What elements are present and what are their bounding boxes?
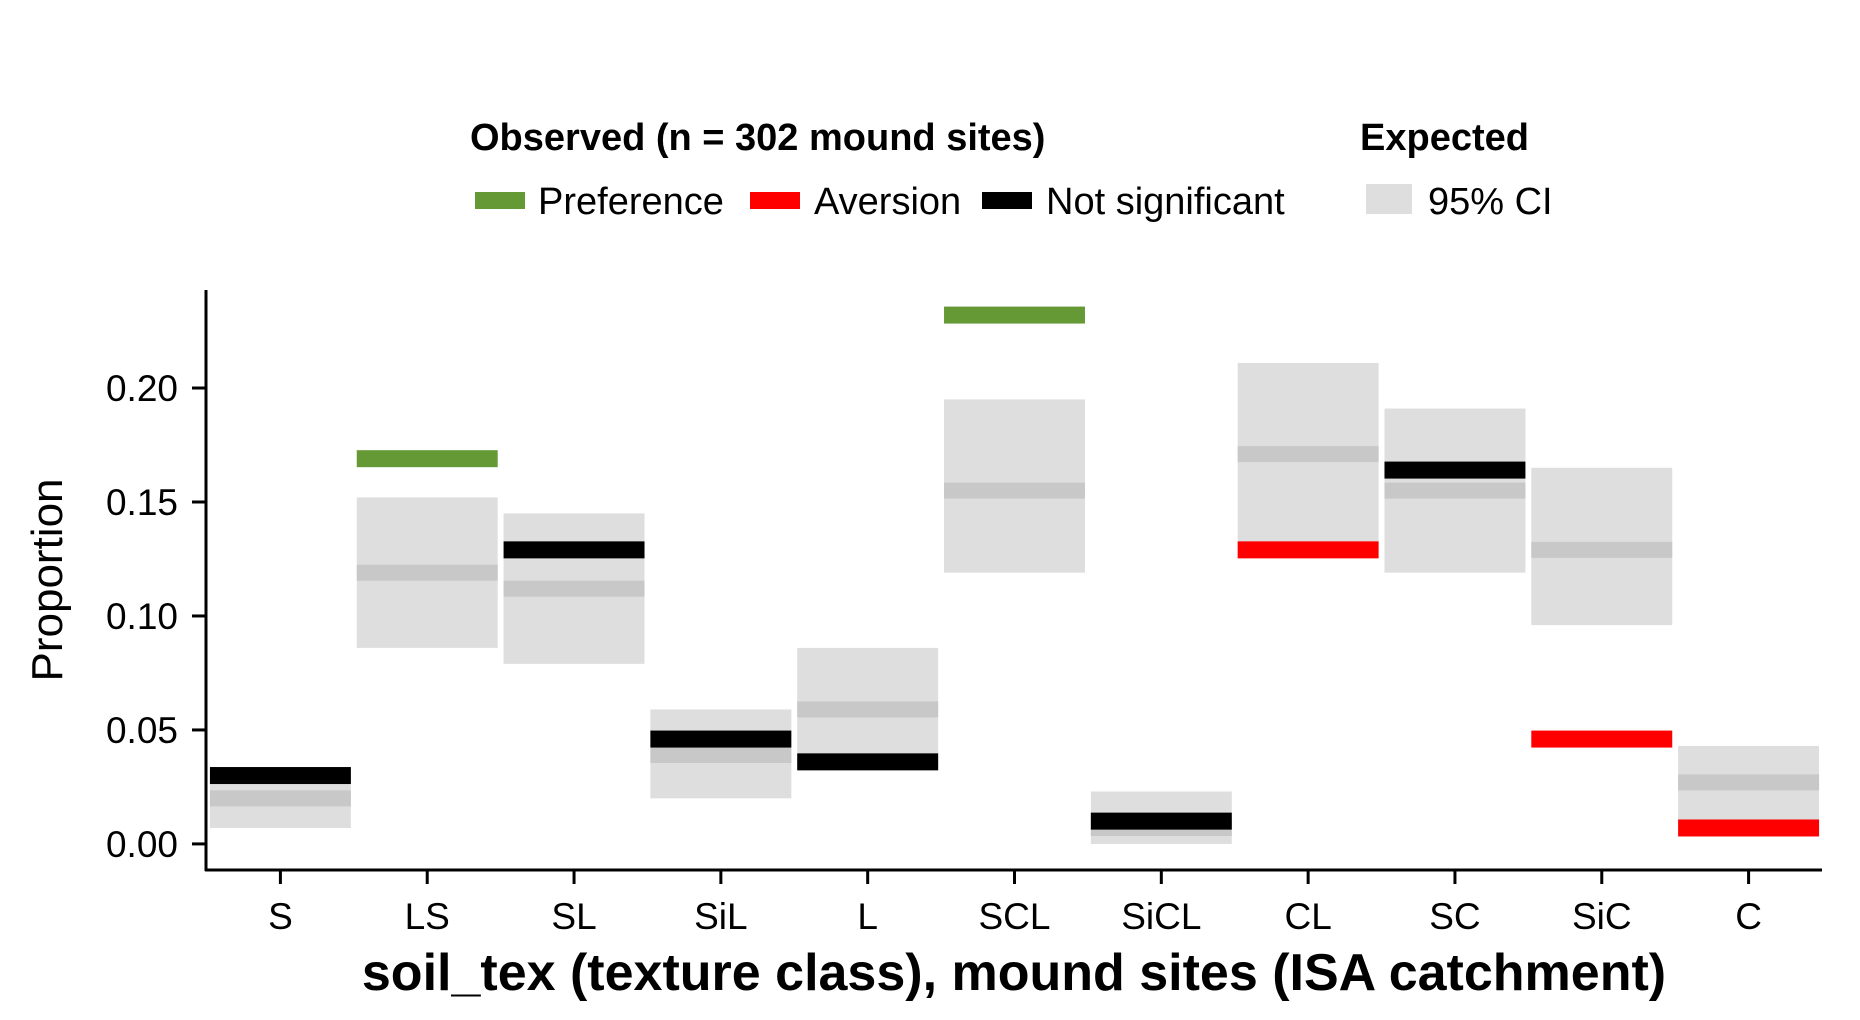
- expected-line-cl: [1237, 446, 1379, 463]
- expected-line-sic: [1531, 541, 1673, 558]
- observed-bar-sic: [1531, 730, 1673, 748]
- legend-label-ci: 95% CI: [1428, 181, 1553, 223]
- x-tick-label-sl: SL: [551, 896, 596, 937]
- x-tick-label-sil: SiL: [694, 896, 747, 937]
- x-tick-label-sc: SC: [1429, 896, 1480, 937]
- observed-bar-c: [1678, 819, 1820, 837]
- legend-expected-title: Expected: [1360, 117, 1529, 159]
- x-ticks: S LS SL SiL L SCL SiCL CL SC SiC C: [268, 870, 1762, 937]
- legend-key-ci: [1366, 184, 1412, 214]
- legend-item-not-significant: Not significant: [982, 181, 1285, 223]
- y-tick-label: 0.05: [106, 710, 178, 751]
- expected-line-sl: [503, 580, 645, 597]
- legend-key-not-significant: [982, 192, 1032, 209]
- legend-observed-title: Observed (n = 302 mound sites): [470, 117, 1045, 159]
- observed-bars: [209, 306, 1820, 837]
- legend-key-aversion: [750, 192, 800, 209]
- x-tick-label-sicl: SiCL: [1121, 896, 1201, 937]
- expected-line-l: [797, 701, 939, 718]
- ci-bands: [209, 362, 1820, 844]
- y-axis-title: Proportion: [23, 478, 72, 681]
- legend-item-aversion: Aversion: [750, 181, 961, 223]
- x-tick-label-l: L: [857, 896, 878, 937]
- legend-label-preference: Preference: [538, 181, 724, 223]
- expected-line-sc: [1384, 482, 1526, 499]
- expected-line-ls: [356, 564, 498, 581]
- observed-bar-cl: [1237, 541, 1379, 559]
- observed-bar-s: [209, 767, 351, 785]
- observed-bar-sicl: [1090, 812, 1232, 830]
- y-tick-label: 0.20: [106, 368, 178, 409]
- x-tick-label-sic: SiC: [1572, 896, 1632, 937]
- x-tick-label-c: C: [1735, 896, 1762, 937]
- observed-bar-ls: [356, 450, 498, 468]
- x-tick-label-cl: CL: [1284, 896, 1331, 937]
- legend-label-not-significant: Not significant: [1046, 181, 1285, 223]
- legend: Observed (n = 302 mound sites) Preferenc…: [470, 117, 1553, 223]
- observed-bar-scl: [944, 306, 1085, 324]
- legend-item-ci: 95% CI: [1366, 181, 1553, 223]
- expected-line-s: [209, 790, 351, 807]
- x-axis-title: soil_tex (texture class), mound sites (I…: [362, 944, 1666, 1002]
- x-tick-label-s: S: [268, 896, 293, 937]
- expected-lines: [209, 446, 1820, 836]
- observed-bar-sil: [650, 730, 792, 748]
- y-tick-label: 0.00: [106, 824, 178, 865]
- expected-line-scl: [944, 482, 1085, 499]
- expected-line-sil: [650, 747, 792, 764]
- y-tick-label: 0.15: [106, 482, 178, 523]
- observed-bar-sl: [503, 541, 645, 559]
- x-tick-label-scl: SCL: [979, 896, 1051, 937]
- observed-bar-l: [797, 753, 939, 771]
- expected-line-c: [1678, 774, 1820, 791]
- y-tick-label: 0.10: [106, 596, 178, 637]
- legend-key-preference: [475, 192, 525, 209]
- observed-bar-sc: [1384, 461, 1526, 479]
- legend-item-preference: Preference: [475, 181, 724, 223]
- x-tick-label-ls: LS: [405, 896, 450, 937]
- y-ticks: 0.00 0.05 0.10 0.15 0.20: [106, 368, 206, 865]
- legend-label-aversion: Aversion: [814, 181, 961, 223]
